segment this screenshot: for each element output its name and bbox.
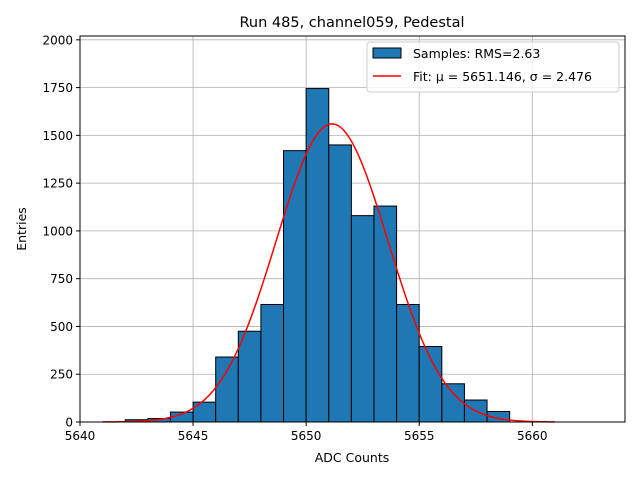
plot-frame (79, 35, 626, 423)
y-tick-label: 1250 (42, 177, 73, 191)
histogram-bar (396, 303, 420, 423)
y-tick-label: 1000 (42, 224, 73, 238)
fit-curve (102, 123, 555, 423)
y-tick-label: 750 (50, 272, 73, 286)
y-tick-label: 2000 (42, 33, 73, 47)
legend-patch-samples (372, 47, 402, 59)
x-tick-label: 5650 (291, 429, 322, 443)
histogram-bar (215, 356, 239, 423)
legend-label-fit: Fit: μ = 5651.146, σ = 2.476 (413, 69, 592, 84)
y-tick-label: 500 (50, 320, 73, 334)
x-axis-ticks: 5640 5645 5650 5655 5660 (65, 422, 548, 443)
histogram-bar (192, 401, 217, 423)
y-tick-label: 1500 (42, 129, 73, 143)
histogram-bar (328, 144, 352, 423)
histogram-bar (305, 88, 330, 423)
x-axis-label: ADC Counts (315, 450, 390, 465)
histogram-bar (237, 330, 262, 423)
histogram-bars (124, 88, 511, 423)
x-tick-label: 5645 (178, 429, 209, 443)
histogram-bar (260, 303, 285, 423)
y-tick-label: 0 (65, 416, 73, 430)
histogram-bar (441, 383, 465, 423)
x-tick-label: 5655 (404, 429, 435, 443)
chart-title: Run 485, channel059, Pedestal (239, 15, 464, 31)
histogram-bar (283, 150, 307, 423)
legend-box (366, 41, 620, 93)
x-tick-label: 5640 (65, 429, 96, 443)
x-tick-label: 5660 (517, 429, 548, 443)
legend-label-samples: Samples: RMS=2.63 (413, 46, 540, 61)
histogram-bar (350, 215, 375, 423)
histogram-bar (373, 205, 398, 423)
y-tick-label: 1750 (42, 81, 73, 95)
y-axis-label: Entries (14, 207, 29, 251)
legend: Samples: RMS=2.63 Fit: μ = 5651.146, σ =… (366, 41, 620, 93)
y-tick-label: 250 (50, 368, 73, 382)
y-axis-ticks: 0 250 500 750 1000 1250 1500 1750 2000 (42, 33, 80, 430)
